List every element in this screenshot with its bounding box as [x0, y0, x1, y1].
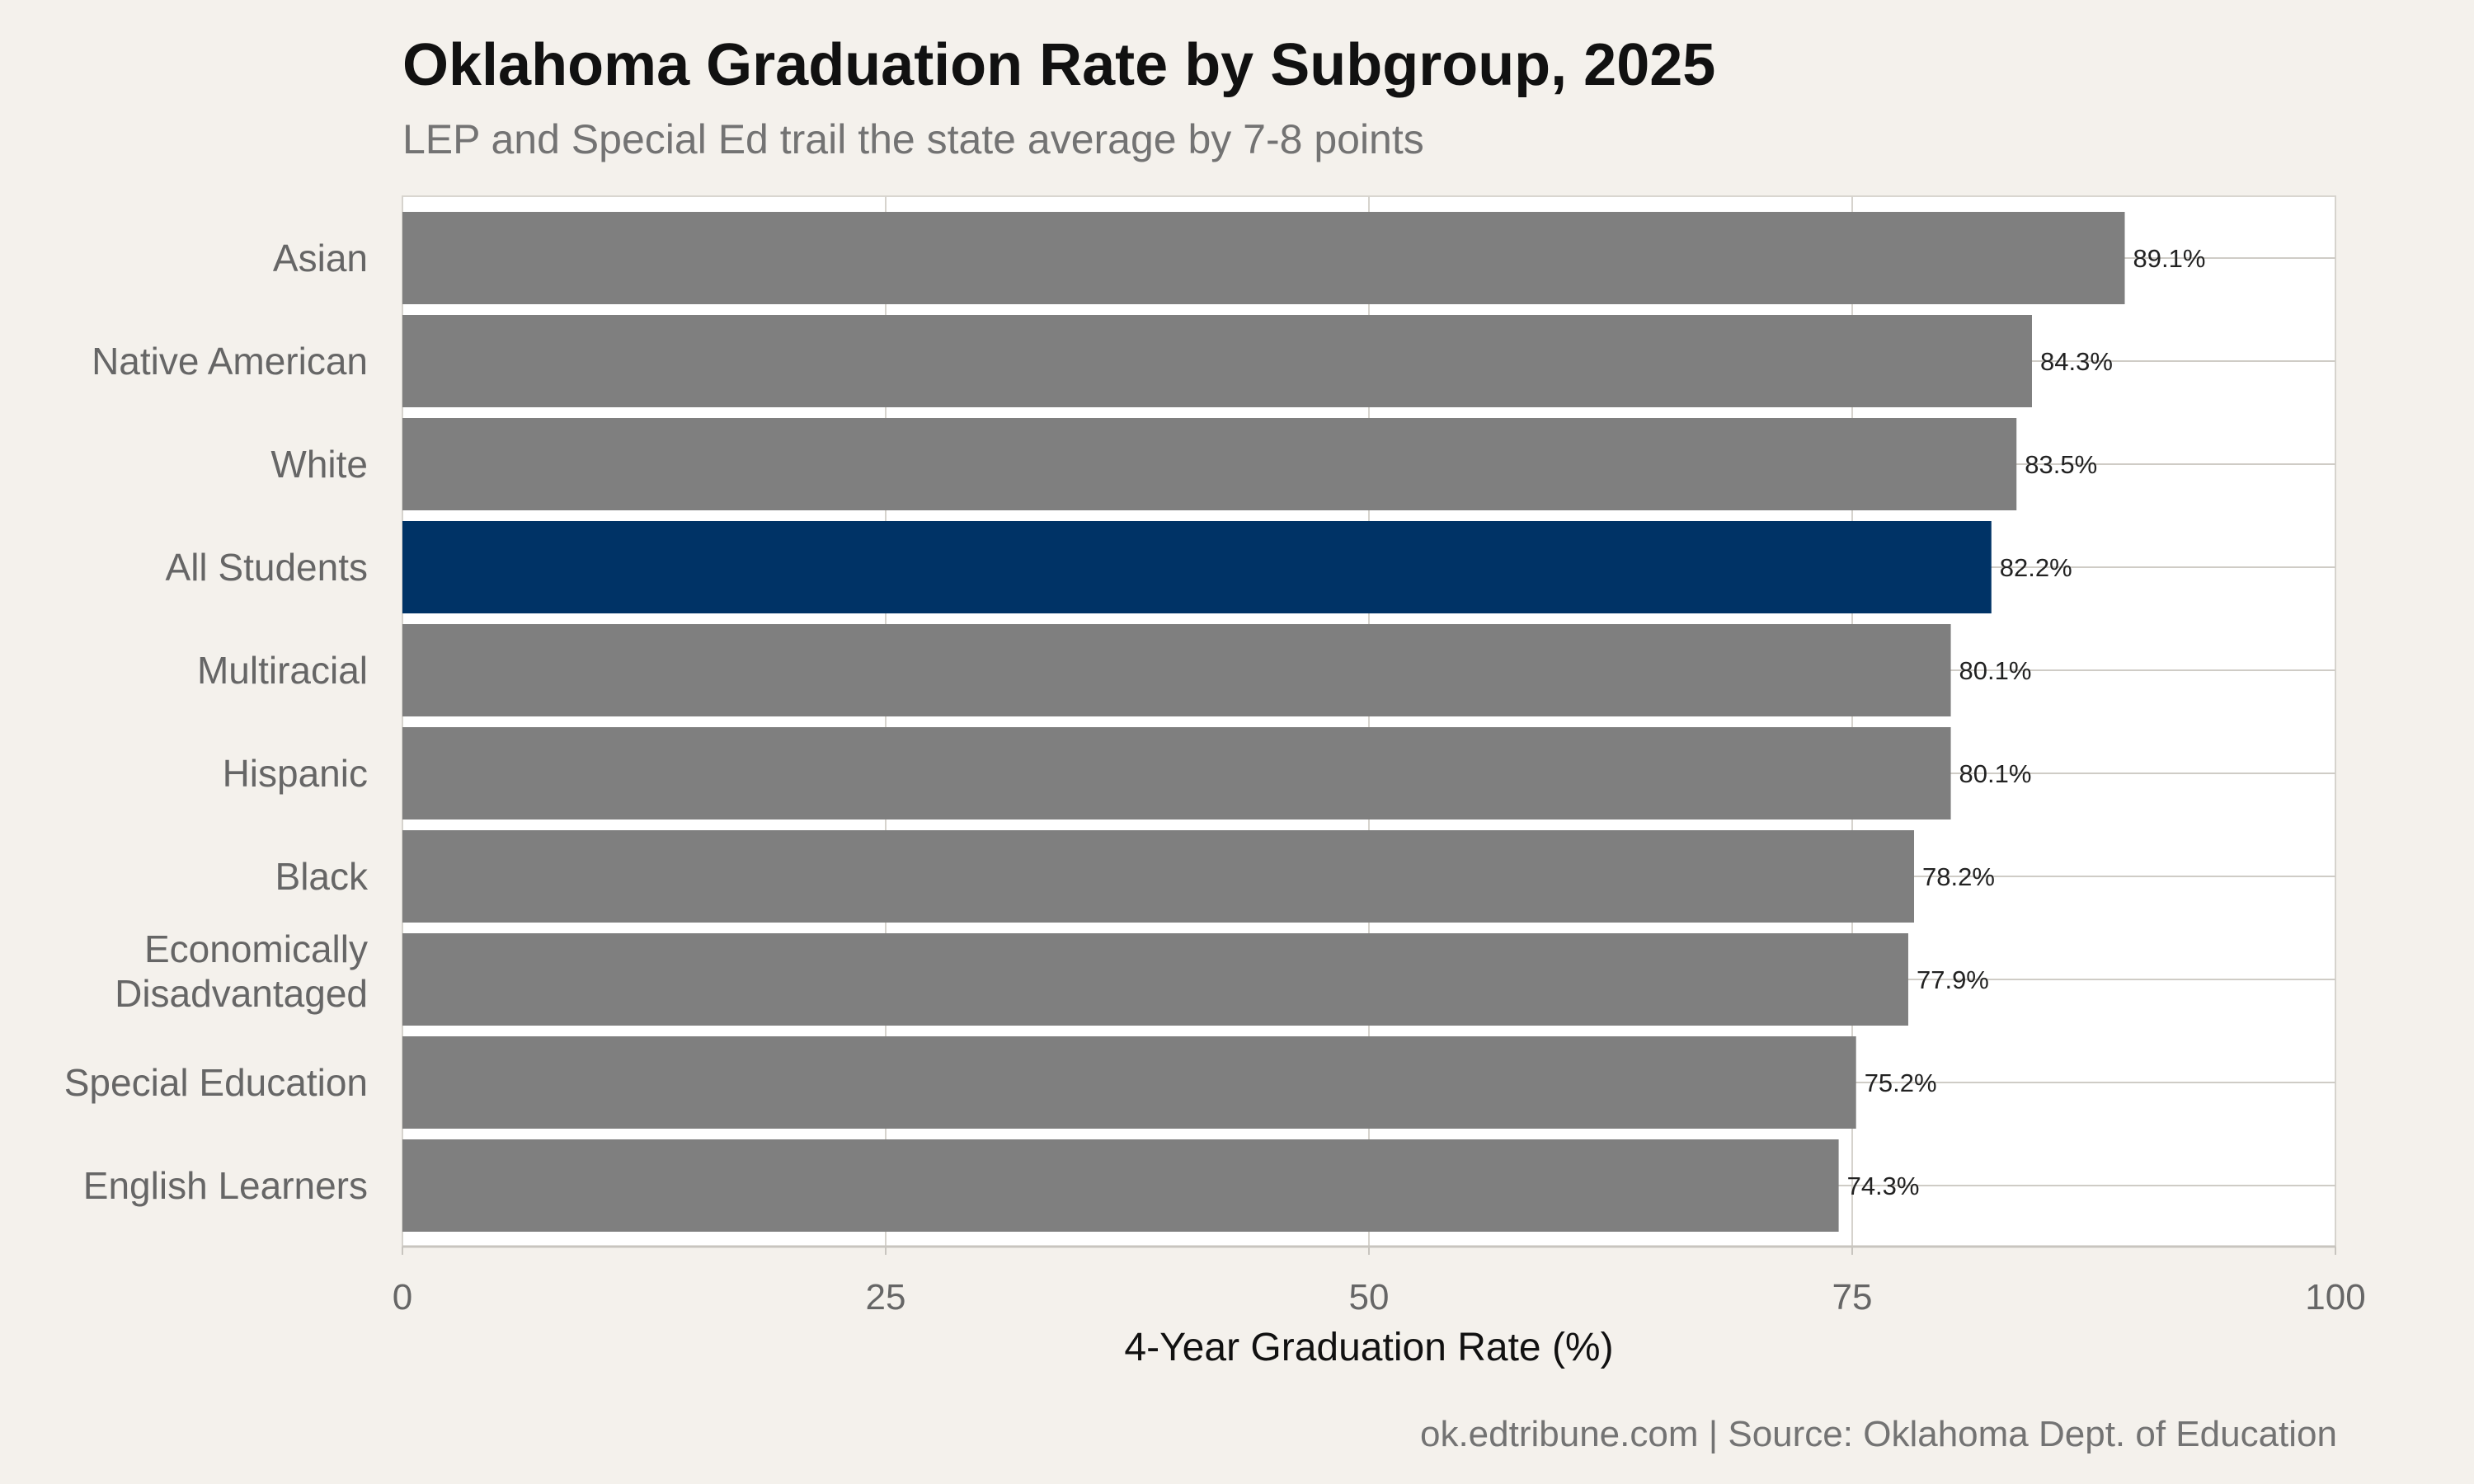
data-label: 80.1%: [1959, 759, 2032, 788]
x-tick-label: 100: [2305, 1277, 2365, 1317]
bar: [402, 1139, 1839, 1232]
data-label: 74.3%: [1847, 1172, 1920, 1200]
source-note: ok.edtribune.com | Source: Oklahoma Dept…: [1419, 1414, 2337, 1454]
category-label: White: [270, 443, 368, 486]
bar: [402, 830, 1915, 923]
x-tick-label: 75: [1832, 1277, 1873, 1317]
x-tick-label: 0: [393, 1277, 412, 1317]
bar: [402, 727, 1951, 819]
data-label: 78.2%: [1922, 862, 1995, 891]
category-label: Economically Disadvantaged: [115, 928, 368, 1015]
bar: [402, 315, 2032, 407]
bar: [402, 418, 2017, 510]
chart-title: Oklahoma Graduation Rate by Subgroup, 20…: [402, 32, 1716, 98]
bar: [402, 1036, 1856, 1129]
x-tick-label: 50: [1349, 1277, 1390, 1317]
category-label: All Students: [166, 546, 368, 589]
category-label: Black: [275, 855, 369, 898]
category-label: English Learners: [83, 1164, 368, 1207]
category-label: Hispanic: [223, 752, 368, 795]
bar: [402, 624, 1951, 716]
category-label: Special Education: [64, 1061, 368, 1104]
bar: [402, 521, 1992, 613]
data-label: 82.2%: [2000, 553, 2072, 582]
chart-subtitle: LEP and Special Ed trail the state avera…: [402, 116, 1424, 162]
data-label: 80.1%: [1959, 656, 2032, 685]
bar: [402, 933, 1908, 1026]
data-label: 89.1%: [2133, 244, 2206, 273]
x-axis-title: 4-Year Graduation Rate (%): [1124, 1326, 1613, 1369]
x-tick-labels: 0 25 50 75 100: [393, 1247, 2366, 1317]
bars: [402, 212, 2125, 1232]
bar: [402, 212, 2125, 304]
category-label: Asian: [273, 237, 368, 279]
data-label: 75.2%: [1865, 1068, 1937, 1097]
category-label: Multiracial: [197, 649, 368, 692]
data-label: 83.5%: [2025, 450, 2097, 479]
data-labels: 89.1% 84.3% 83.5% 82.2% 80.1% 80.1% 78.2% 77.9%…: [1847, 244, 2206, 1200]
x-tick-label: 25: [866, 1277, 906, 1317]
data-label: 77.9%: [1917, 965, 1989, 994]
category-labels: Asian Native American White All Students Mul…: [64, 237, 369, 1207]
data-label: 84.3%: [2040, 347, 2113, 376]
category-label: Native American: [92, 340, 368, 383]
